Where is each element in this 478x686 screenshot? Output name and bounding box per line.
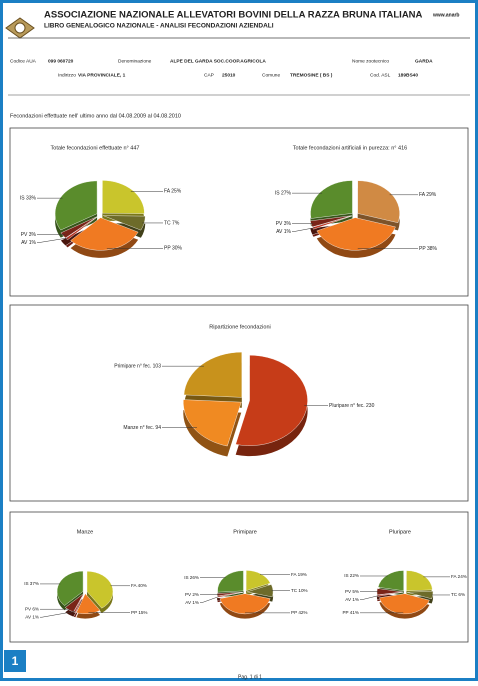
slice-label: TC 6% [451, 592, 465, 597]
panel [9, 127, 469, 297]
slice-label: PP 30% [164, 246, 183, 252]
slice-label: PV 3% [276, 221, 292, 227]
info-label: CAP [204, 72, 214, 78]
pie-slice [406, 570, 433, 592]
pie-slice [183, 399, 242, 447]
chart-title: Totale fecondazioni artificiali in purez… [293, 145, 407, 151]
header-subtitle: LIBRO GENEALOGICO NAZIONALE - ANALISI FE… [44, 23, 274, 30]
slice-label: PP 42% [291, 610, 308, 615]
leader-line [200, 596, 219, 603]
pie-slice [86, 571, 114, 609]
info-value: 189BS40 [398, 72, 418, 78]
info-label: Nome zootecnico [352, 58, 389, 64]
slice-label: PV 6% [25, 606, 39, 611]
slice-label: Manze n° fec. 94 [123, 425, 161, 431]
slice-label: PV 5% [345, 589, 359, 594]
slice-label: IS 33% [20, 195, 37, 201]
pie-slice [102, 180, 145, 214]
badge-number: 1 [12, 654, 19, 668]
slice-label: IS 26% [184, 575, 199, 580]
slice-label: PV 3% [21, 232, 37, 238]
charts: Totale fecondazioni effettuate n° 447 FA … [20, 145, 467, 619]
info-label: Codice AUA [10, 58, 37, 64]
header-website: www.anarb [432, 12, 460, 18]
slice-label: FA 40% [131, 583, 147, 588]
period: Fecondazioni effettuate nell' ultimo ann… [10, 113, 181, 119]
slice-label: PV 2% [185, 592, 199, 597]
pie-slice [60, 216, 98, 239]
chart-title: Primipare [233, 529, 257, 535]
leader-line [40, 611, 76, 618]
info-value: VIA PROVINCIALE, 1 [78, 72, 126, 78]
slice-label: AV 1% [25, 614, 39, 619]
info-value: 099 060720 [48, 58, 74, 64]
chart-title: Totale fecondazioni effettuate n° 447 [51, 145, 140, 151]
pie-slice [183, 351, 243, 398]
pie-slice [73, 593, 85, 613]
info-value: GARDA [415, 58, 433, 64]
pie-slice [245, 570, 271, 591]
pie-slice [235, 354, 308, 446]
badge [4, 650, 26, 672]
slice-label: FA 19% [291, 572, 307, 577]
chart-title: Ripartizione fecondazioni [209, 324, 270, 330]
slice-label: TC 10% [291, 588, 308, 593]
pie-slice [76, 593, 101, 615]
leader-line [37, 237, 69, 243]
slice-label: TC 7% [164, 220, 180, 226]
pie-slice [103, 215, 146, 231]
header-title: ASSOCIAZIONE NAZIONALE ALLEVATORI BOVINI… [44, 10, 423, 21]
info-label: Indirizzo [58, 72, 76, 78]
info-value: TREMOSINE ( BS ) [290, 72, 333, 78]
slice-label: AV 1% [345, 597, 359, 602]
page-number: Pag. 1 di 1 [238, 674, 262, 680]
pie-slice [56, 570, 84, 606]
leader-line [292, 227, 315, 232]
chart-title: Pluripare [389, 529, 411, 535]
pie-slice [316, 217, 396, 251]
info-value: 25010 [222, 72, 236, 78]
info-label: Comune [262, 72, 280, 78]
panel [9, 304, 469, 502]
pie-slice [310, 215, 352, 228]
pie-slice [379, 593, 430, 615]
slice-label: AV 1% [21, 240, 36, 246]
slice-label: Pluripare n° fec. 230 [329, 403, 375, 409]
panel [9, 511, 469, 643]
slice-label: IS 37% [24, 581, 39, 586]
slice-label: Primipare n° fec. 103 [114, 363, 161, 369]
slice-label: FA 25% [164, 189, 182, 195]
info-label: Cod. ASL [370, 72, 391, 78]
pie-slice [377, 570, 404, 591]
slice-label: PP 15% [131, 610, 148, 615]
slice-label: AV 1% [276, 229, 291, 235]
slice-label: FA 24% [451, 574, 467, 579]
slice-label: FA 29% [419, 192, 437, 198]
slice-label: PP 38% [419, 246, 438, 252]
pie-slice [219, 593, 271, 615]
chart-title: Manze [77, 529, 94, 535]
pie-slice [357, 180, 400, 223]
pie-slice [54, 180, 98, 231]
info-value: ALPE DEL GARDA SOC.COOP.AGRICOLA [170, 58, 266, 64]
pie-slice [70, 217, 139, 251]
pie-slice [217, 570, 244, 593]
leader-line [360, 595, 379, 600]
slice-label: PP 41% [342, 610, 359, 615]
slice-label: IS 27% [275, 190, 292, 196]
info-label: Denominazione [118, 58, 152, 64]
info: Codice AUA 099 060720 Denominazione ALPE DE… [10, 58, 433, 78]
slice-label: IS 22% [344, 573, 359, 578]
pie-slice [310, 180, 353, 219]
slice-label: AV 1% [185, 600, 199, 605]
